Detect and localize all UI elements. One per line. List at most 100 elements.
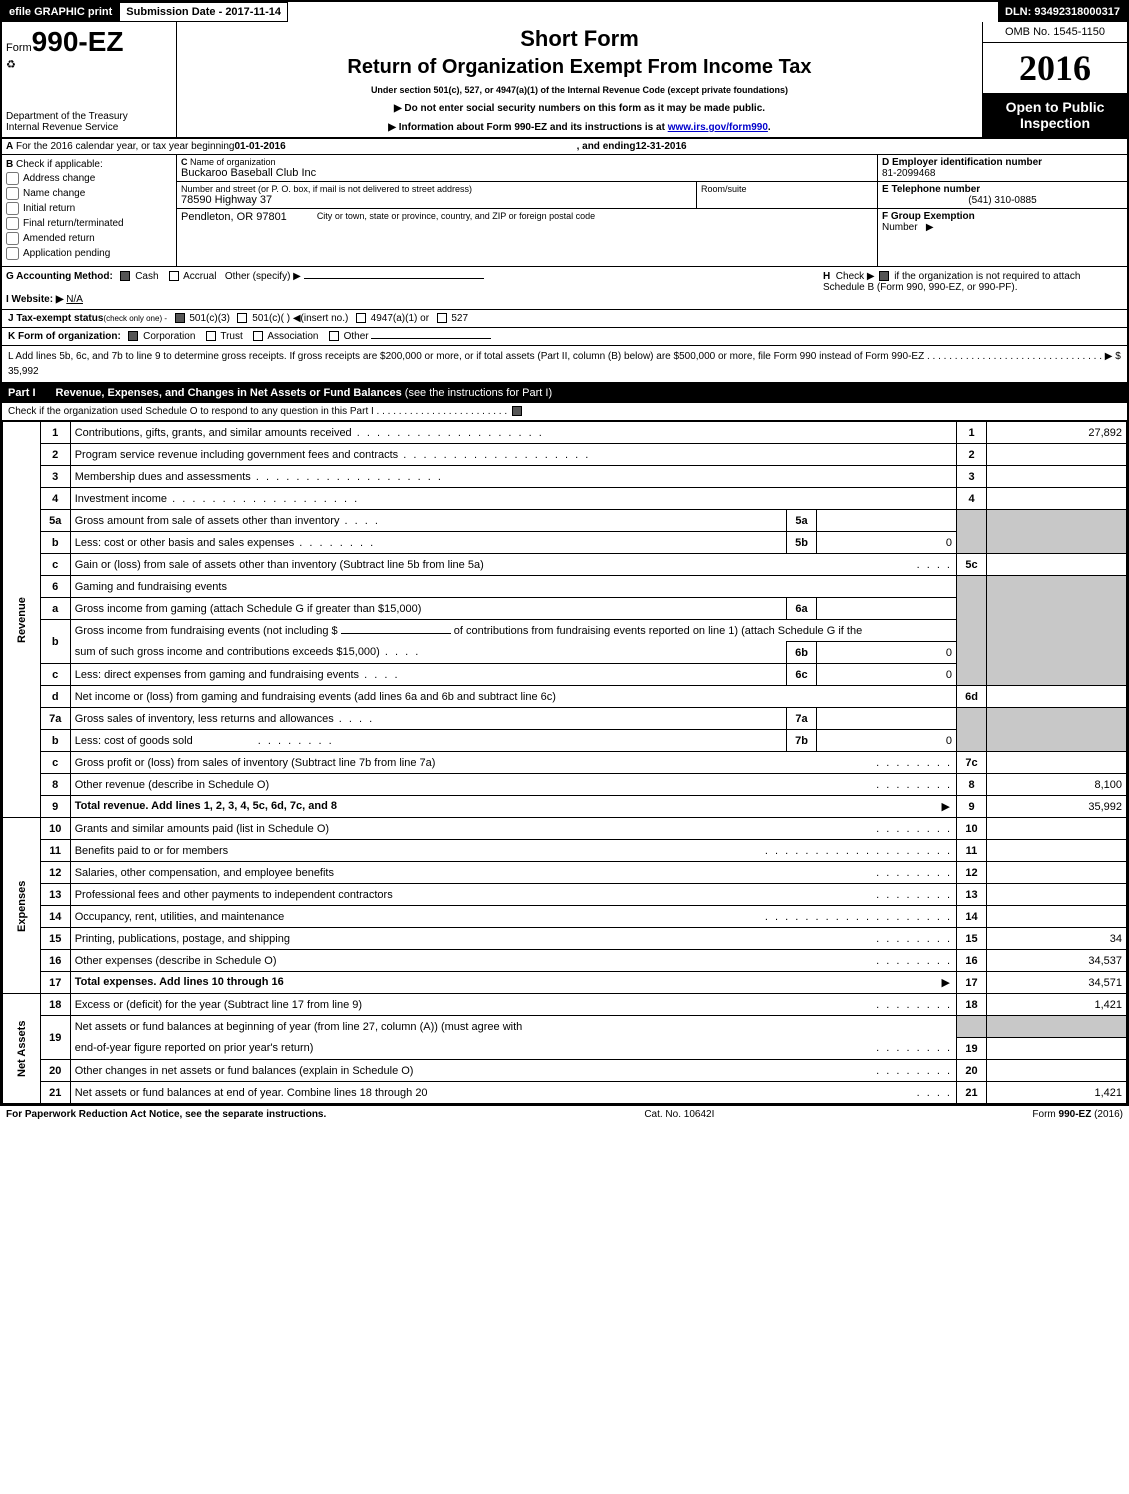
shade-5ab bbox=[957, 510, 987, 554]
j-insert: ◀(insert no.) bbox=[293, 313, 348, 324]
line-21: 21 Net assets or fund balances at end of… bbox=[3, 1082, 1127, 1104]
line-15: 15 Printing, publications, postage, and … bbox=[3, 928, 1127, 950]
line-4: 4 Investment income 4 bbox=[3, 488, 1127, 510]
k-corp: Corporation bbox=[143, 331, 195, 342]
page-footer: For Paperwork Reduction Act Notice, see … bbox=[0, 1106, 1129, 1123]
irs-label: Internal Revenue Service bbox=[6, 122, 172, 133]
k-assoc: Association bbox=[267, 331, 318, 342]
section-k: K Form of organization: Corporation Trus… bbox=[2, 328, 1127, 346]
section-a-row: A For the 2016 calendar year, or tax yea… bbox=[2, 139, 1127, 155]
directive-2: ▶ Information about Form 990-EZ and its … bbox=[185, 122, 974, 133]
top-strip: efile GRAPHIC print Submission Date - 20… bbox=[2, 2, 1127, 22]
check-trust[interactable] bbox=[206, 331, 216, 341]
group-exemption-cell: F Group Exemption Number ▶ bbox=[878, 209, 1127, 235]
open-public-l1: Open to Public bbox=[985, 99, 1125, 115]
dept-treasury: Department of the Treasury bbox=[6, 111, 172, 122]
efile-print-button[interactable]: efile GRAPHIC print bbox=[2, 2, 119, 22]
website-value: N/A bbox=[66, 294, 83, 305]
line-16: 16 Other expenses (describe in Schedule … bbox=[3, 950, 1127, 972]
check-name-change[interactable]: Name change bbox=[6, 187, 172, 200]
line-17: 17 Total expenses. Add lines 10 through … bbox=[3, 972, 1127, 994]
check-cash[interactable] bbox=[120, 271, 130, 281]
org-name-value: Buckaroo Baseball Club Inc bbox=[181, 167, 873, 179]
form-number-block: Form990-EZ ♻ bbox=[6, 26, 172, 71]
check-corporation[interactable] bbox=[128, 331, 138, 341]
h-label: H bbox=[823, 271, 830, 282]
footer-left: For Paperwork Reduction Act Notice, see … bbox=[6, 1109, 326, 1120]
line-11: 11 Benefits paid to or for members 11 bbox=[3, 840, 1127, 862]
department-block: Department of the Treasury Internal Reve… bbox=[6, 111, 172, 133]
line-6: 6 Gaming and fundraising events bbox=[3, 576, 1127, 598]
irs-form-link[interactable]: www.irs.gov/form990 bbox=[668, 122, 768, 133]
k-other: Other bbox=[344, 331, 369, 342]
j-527: 527 bbox=[451, 313, 468, 324]
subtitle: Under section 501(c), 527, or 4947(a)(1)… bbox=[185, 85, 974, 95]
part-1-sub: Check if the organization used Schedule … bbox=[2, 403, 1127, 421]
line-8: 8 Other revenue (describe in Schedule O)… bbox=[3, 774, 1127, 796]
j-sub: (check only one) - bbox=[103, 314, 167, 323]
form-prefix: Form bbox=[6, 42, 32, 54]
check-accrual[interactable] bbox=[169, 271, 179, 281]
header-left: Form990-EZ ♻ Department of the Treasury … bbox=[2, 22, 177, 137]
directive-2-pre: ▶ Information about Form 990-EZ and its … bbox=[388, 122, 667, 133]
check-application-pending[interactable]: Application pending bbox=[6, 247, 172, 260]
check-initial-return[interactable]: Initial return bbox=[6, 202, 172, 215]
org-name-cell: C Name of organization Buckaroo Baseball… bbox=[177, 155, 877, 182]
j-4947: 4947(a)(1) or bbox=[371, 313, 429, 324]
line-5c: c Gain or (loss) from sale of assets oth… bbox=[3, 554, 1127, 576]
form-number: 990-EZ bbox=[32, 26, 124, 57]
section-a-mid: , and ending bbox=[577, 141, 636, 152]
submission-date: Submission Date - 2017-11-14 bbox=[119, 2, 288, 22]
form-header: Form990-EZ ♻ Department of the Treasury … bbox=[2, 22, 1127, 139]
info-grid: B Check if applicable: Address change Na… bbox=[2, 155, 1127, 267]
check-h-schedule-b[interactable] bbox=[879, 271, 889, 281]
ein-label: D Employer identification number bbox=[882, 157, 1042, 168]
phone-label: E Telephone number bbox=[882, 184, 980, 195]
line-5a: 5a Gross amount from sale of assets othe… bbox=[3, 510, 1127, 532]
section-a-label: A bbox=[6, 141, 13, 152]
section-b-label: B bbox=[6, 159, 13, 170]
line-6b-fillin[interactable] bbox=[341, 633, 451, 634]
short-form-title: Short Form bbox=[185, 26, 974, 52]
line-10: Expenses 10 Grants and similar amounts p… bbox=[3, 818, 1127, 840]
c-letter: C bbox=[181, 157, 188, 167]
line-7c: c Gross profit or (loss) from sales of i… bbox=[3, 752, 1127, 774]
city-cell: Pendleton, OR 97801 City or town, state … bbox=[177, 209, 877, 225]
check-association[interactable] bbox=[253, 331, 263, 341]
j-label: J Tax-exempt status bbox=[8, 313, 103, 324]
check-501c[interactable] bbox=[237, 313, 247, 323]
check-other-org[interactable] bbox=[329, 331, 339, 341]
section-g: G Accounting Method: Cash Accrual Other … bbox=[6, 271, 823, 305]
check-amended-return[interactable]: Amended return bbox=[6, 232, 172, 245]
i-website-label: I Website: ▶ bbox=[6, 294, 64, 305]
part-1-header-wrap: Part I Revenue, Expenses, and Changes in… bbox=[2, 383, 1127, 421]
footer-center: Cat. No. 10642I bbox=[644, 1109, 714, 1120]
line-1: Revenue 1 Contributions, gifts, grants, … bbox=[3, 422, 1127, 444]
accrual-label: Accrual bbox=[183, 271, 216, 282]
k-other-line[interactable] bbox=[371, 338, 491, 339]
check-final-return[interactable]: Final return/terminated bbox=[6, 217, 172, 230]
check-527[interactable] bbox=[437, 313, 447, 323]
part-1-table: Revenue 1 Contributions, gifts, grants, … bbox=[2, 421, 1127, 1104]
part-1-header: Part I Revenue, Expenses, and Changes in… bbox=[2, 383, 1127, 403]
check-501c3[interactable] bbox=[175, 313, 185, 323]
directive-2-post: . bbox=[768, 122, 771, 133]
phone-cell: E Telephone number (541) 310-0885 bbox=[878, 182, 1127, 209]
room-label: Room/suite bbox=[701, 184, 747, 194]
check-schedule-o-part1[interactable] bbox=[512, 406, 522, 416]
line-18: Net Assets 18 Excess or (deficit) for th… bbox=[3, 994, 1127, 1016]
check-4947[interactable] bbox=[356, 313, 366, 323]
omb-number: OMB No. 1545-1150 bbox=[983, 22, 1127, 43]
line-9: 9 Total revenue. Add lines 1, 2, 3, 4, 5… bbox=[3, 796, 1127, 818]
line-19: end-of-year figure reported on prior yea… bbox=[3, 1038, 1127, 1060]
other-specify-label: Other (specify) ▶ bbox=[225, 271, 301, 282]
check-address-change[interactable]: Address change bbox=[6, 172, 172, 185]
line-6d: d Net income or (loss) from gaming and f… bbox=[3, 686, 1127, 708]
street-cell: Number and street (or P. O. box, if mail… bbox=[177, 182, 697, 208]
section-h: H Check ▶ if the organization is not req… bbox=[823, 271, 1123, 305]
section-d-e-f: D Employer identification number 81-2099… bbox=[877, 155, 1127, 266]
cash-label: Cash bbox=[135, 271, 158, 282]
expenses-side-label: Expenses bbox=[3, 818, 41, 994]
top-strip-left: efile GRAPHIC print Submission Date - 20… bbox=[2, 2, 288, 22]
other-specify-line[interactable] bbox=[304, 278, 484, 279]
